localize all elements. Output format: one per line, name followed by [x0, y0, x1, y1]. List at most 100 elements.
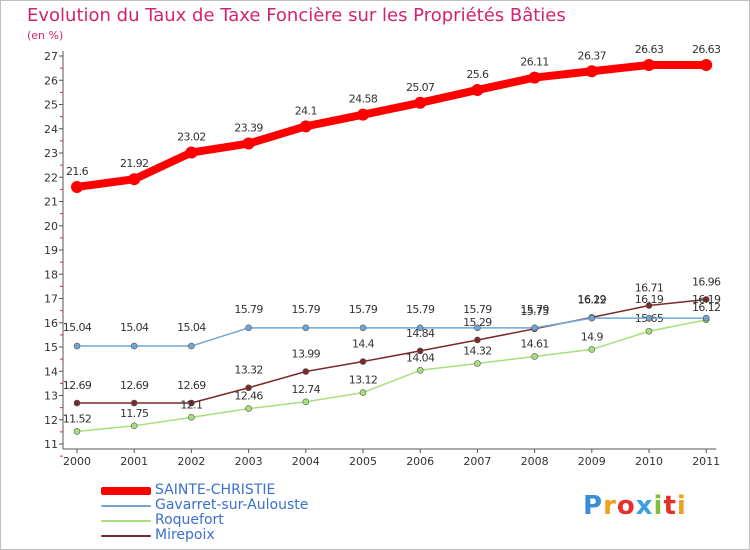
- y-tick-label: 15: [44, 341, 58, 354]
- data-point-sainte-christie: [585, 65, 598, 78]
- x-tick-label: 2011: [692, 455, 720, 468]
- data-label-mirepoix: 12.69: [63, 379, 92, 392]
- series-line-sainte-christie: [73, 60, 711, 191]
- data-label-roquefort: 14.04: [406, 351, 435, 364]
- data-label-roquefort: 14.61: [520, 337, 549, 350]
- data-point-mirepoix: [302, 368, 310, 375]
- y-tick-label: 17: [44, 293, 58, 306]
- data-point-roquefort: [359, 389, 367, 396]
- data-point-gavarret-sur-aulouste: [702, 314, 710, 322]
- data-label-sainte-christie: 25.07: [406, 81, 435, 94]
- x-tick-label: 2006: [406, 455, 434, 468]
- data-point-gavarret-sur-aulouste: [416, 324, 424, 332]
- y-tick-label: 27: [44, 50, 58, 63]
- data-point-roquefort: [416, 366, 424, 374]
- data-label-gavarret-sur-aulouste: 16.19: [578, 293, 607, 306]
- data-point-gavarret-sur-aulouste: [245, 324, 252, 332]
- data-point-sainte-christie: [700, 58, 713, 71]
- data-label-sainte-christie: 21.92: [120, 157, 149, 170]
- legend-swatch-gavarret: [101, 505, 151, 507]
- legend-label-mirepoix: Mirepoix: [155, 527, 215, 543]
- data-point-mirepoix: [416, 347, 424, 355]
- data-label-mirepoix: 15.29: [463, 316, 492, 329]
- data-label-mirepoix: 14.84: [406, 327, 435, 340]
- data-point-roquefort: [531, 353, 538, 360]
- data-label-gavarret-sur-aulouste: 15.04: [63, 321, 92, 334]
- x-tick-label: 2004: [292, 455, 320, 468]
- y-tick-label: 23: [44, 147, 58, 160]
- data-point-mirepoix: [359, 358, 367, 365]
- data-label-sainte-christie: 21.6: [66, 165, 89, 178]
- data-point-sainte-christie: [185, 146, 198, 159]
- data-point-gavarret-sur-aulouste: [188, 342, 195, 350]
- legend-label-gavarret: Gavarret-sur-Aulouste: [155, 497, 309, 513]
- data-label-roquefort: 13.12: [349, 374, 378, 387]
- data-point-roquefort: [188, 414, 195, 421]
- data-label-mirepoix: 13.99: [292, 347, 321, 360]
- y-tick-label: 25: [44, 99, 58, 112]
- data-label-sainte-christie: 26.63: [635, 43, 664, 56]
- data-label-roquefort: 11.75: [120, 407, 149, 420]
- y-tick-label: 11: [44, 438, 58, 451]
- data-label-sainte-christie: 26.11: [520, 56, 549, 69]
- data-point-roquefort: [645, 327, 653, 335]
- data-point-gavarret-sur-aulouste: [73, 342, 81, 350]
- data-point-mirepoix: [474, 336, 481, 344]
- data-label-gavarret-sur-aulouste: 15.79: [406, 303, 435, 316]
- data-point-mirepoix: [130, 399, 138, 407]
- data-label-roquefort: 14.9: [581, 330, 604, 343]
- y-tick-label: 16: [44, 317, 58, 330]
- data-label-roquefort: 12.74: [292, 383, 321, 396]
- series-line-roquefort: [76, 319, 707, 433]
- data-point-roquefort: [474, 360, 481, 367]
- data-label-roquefort: 12.1: [180, 398, 202, 411]
- chart-subtitle: (en %): [27, 29, 64, 42]
- chart-title: Evolution du Taux de Taxe Foncière sur l…: [27, 5, 566, 26]
- x-tick-label: 2008: [521, 455, 549, 468]
- data-point-roquefort: [245, 405, 252, 412]
- x-tick-label: 2010: [635, 455, 663, 468]
- data-point-roquefort: [588, 346, 596, 353]
- data-label-roquefort: 11.52: [63, 412, 92, 425]
- data-label-roquefort: 14.32: [463, 344, 492, 357]
- data-label-mirepoix: 12.69: [120, 379, 149, 392]
- data-point-mirepoix: [245, 384, 252, 392]
- series-line-gavarret-sur-aulouste: [76, 317, 707, 347]
- data-label-gavarret-sur-aulouste: 16.19: [635, 293, 664, 306]
- y-tick-label: 14: [44, 365, 58, 378]
- data-label-sainte-christie: 25.6: [466, 68, 489, 81]
- x-tick-label: 2000: [63, 455, 91, 468]
- y-tick-label: 22: [44, 171, 58, 184]
- data-label-gavarret-sur-aulouste: 15.79: [292, 303, 321, 316]
- data-label-mirepoix: 12.69: [177, 379, 206, 392]
- data-label-sainte-christie: 26.37: [578, 49, 607, 62]
- y-tick-label: 24: [44, 123, 58, 136]
- data-point-roquefort: [73, 428, 81, 435]
- legend-swatch-mirepoix: [101, 535, 151, 537]
- data-label-roquefort: 16.12: [692, 301, 721, 314]
- data-point-mirepoix: [702, 296, 710, 303]
- data-point-sainte-christie: [299, 120, 312, 133]
- x-tick-label: 2001: [120, 455, 148, 468]
- data-label-mirepoix: 16.22: [578, 293, 607, 306]
- y-tick-label: 20: [44, 220, 58, 233]
- legend-swatch-roquefort: [101, 520, 151, 522]
- data-point-sainte-christie: [357, 108, 369, 121]
- data-point-sainte-christie: [414, 96, 427, 109]
- data-point-gavarret-sur-aulouste: [130, 342, 138, 350]
- data-label-sainte-christie: 24.1: [295, 104, 317, 117]
- legend-label-roquefort: Roquefort: [155, 512, 224, 528]
- data-point-sainte-christie: [643, 58, 655, 71]
- data-label-mirepoix: 16.71: [635, 282, 664, 295]
- data-label-sainte-christie: 23.39: [234, 122, 263, 135]
- data-point-mirepoix: [188, 399, 195, 407]
- data-point-sainte-christie: [471, 83, 484, 96]
- data-label-gavarret-sur-aulouste: 16.19: [692, 293, 721, 306]
- legend-swatch-sainte-christie: [101, 487, 151, 495]
- data-label-roquefort: 12.46: [234, 390, 263, 403]
- y-tick-label: 26: [44, 74, 58, 87]
- data-point-sainte-christie: [71, 180, 83, 193]
- x-tick-label: 2009: [578, 455, 606, 468]
- data-label-gavarret-sur-aulouste: 15.79: [349, 303, 378, 316]
